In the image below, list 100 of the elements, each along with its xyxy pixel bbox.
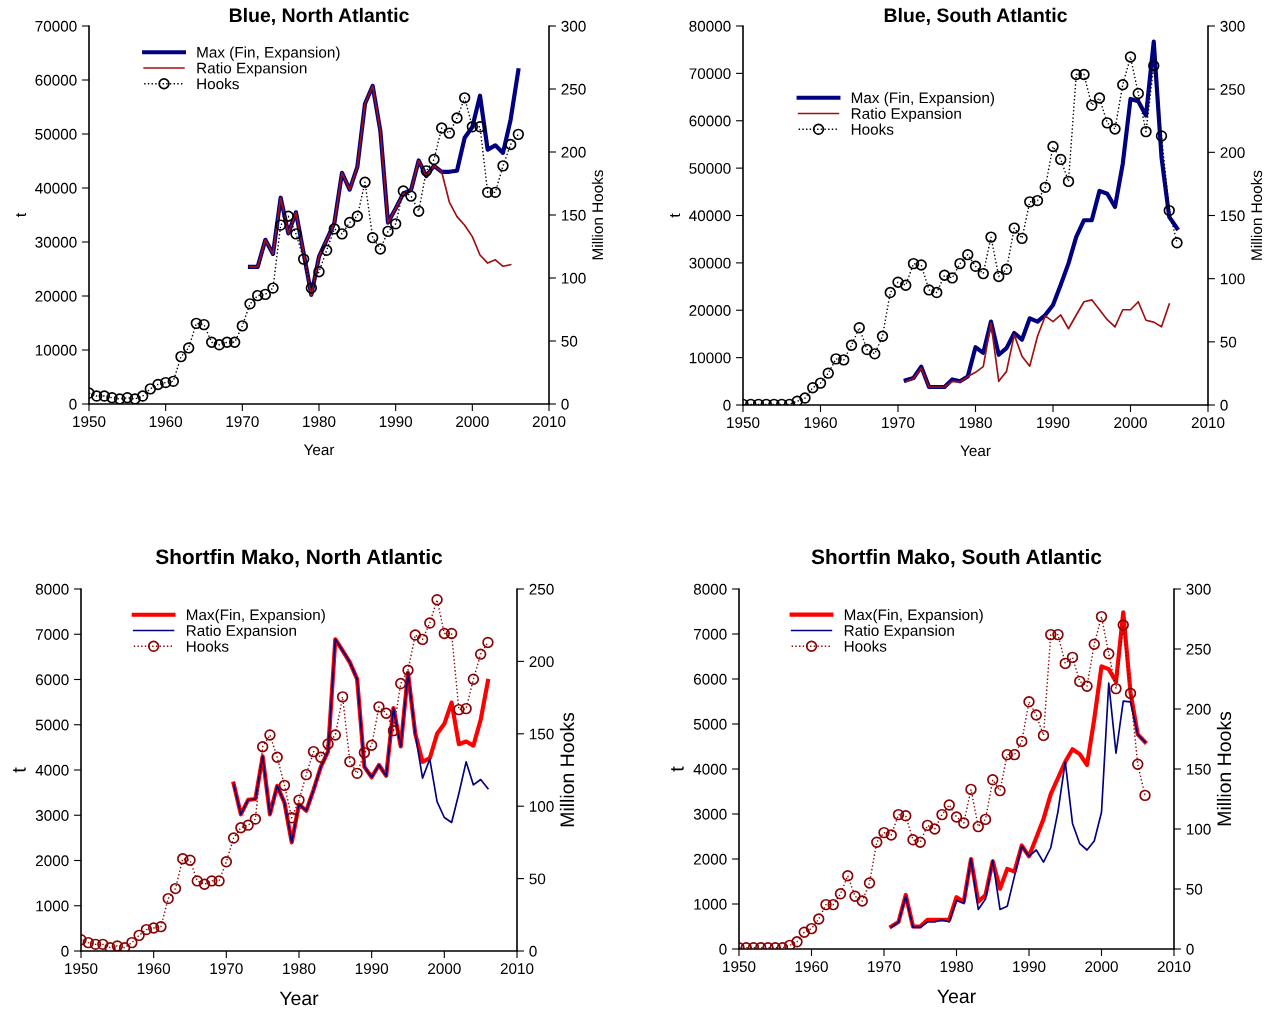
legend-label: Max(Fin, Expansion) — [186, 609, 325, 624]
legend-label: Max(Fin, Expansion) — [844, 608, 983, 624]
y2-tick-label: 0 — [529, 945, 537, 957]
x-axis-title: Year — [279, 991, 319, 1006]
x-tick-label: 1950 — [73, 416, 106, 428]
x-tick-label: 1990 — [355, 963, 389, 975]
legend-label: Hooks — [844, 640, 887, 652]
y2-tick-label: 0 — [561, 398, 569, 410]
x-tick-label: 1950 — [727, 417, 760, 429]
y-tick-label: 0 — [719, 943, 727, 955]
y2-tick-label: 100 — [1220, 273, 1245, 285]
y-tick-label: 7000 — [35, 629, 69, 640]
y-axis-title: t — [16, 212, 27, 217]
y2-axis-title: Million Hooks — [591, 170, 604, 260]
y-tick-label: 60000 — [35, 74, 77, 86]
y-tick-label: 3000 — [35, 810, 69, 821]
y2-tick-label: 250 — [561, 83, 586, 95]
y-tick-label: 20000 — [35, 290, 77, 302]
x-axis-title: Year — [303, 444, 335, 456]
y-axis-title: t — [671, 766, 684, 772]
y-tick-label: 10000 — [35, 344, 77, 356]
chart-title: Shortfin Mako, South Atlantic — [811, 548, 1102, 568]
y-tick-label: 0 — [69, 398, 77, 410]
x-tick-label: 1960 — [137, 963, 171, 975]
y2-axis-title: Million Hooks — [1216, 711, 1232, 826]
y-tick-label: 20000 — [689, 305, 731, 316]
y-tick-label: 50000 — [35, 128, 77, 140]
y-tick-label: 30000 — [689, 257, 731, 269]
y2-tick-label: 0 — [1220, 399, 1228, 411]
x-tick-label: 1960 — [804, 417, 837, 429]
x-tick-label: 2010 — [1191, 417, 1225, 429]
y2-tick-label: 50 — [1220, 336, 1237, 348]
legend-label: Ratio Expansion — [186, 624, 296, 640]
y-tick-label: 0 — [61, 945, 69, 957]
x-tick-label: 1960 — [795, 961, 828, 973]
y-tick-label: 3000 — [693, 808, 727, 820]
y-tick-label: 10000 — [689, 352, 731, 364]
legend-label: Max (Fin, Expansion) — [197, 46, 340, 61]
y-tick-label: 2000 — [693, 853, 727, 865]
y2-tick-label: 150 — [561, 209, 586, 221]
x-tick-label: 1990 — [1013, 961, 1046, 973]
legend-label: Hooks — [197, 78, 239, 90]
y-axis-title: t — [670, 213, 681, 218]
y-tick-label: 40000 — [689, 210, 731, 222]
y2-tick-label: 300 — [1220, 20, 1245, 32]
y2-axis-title: Million Hooks — [559, 712, 575, 827]
y2-axis-title: Million Hooks — [1250, 170, 1263, 260]
y-tick-label: 5000 — [35, 719, 69, 731]
legend-label: Hooks — [186, 640, 229, 652]
y-tick-label: 6000 — [35, 674, 69, 686]
x-tick-label: 1970 — [868, 961, 901, 973]
x-tick-label: 1950 — [65, 963, 98, 975]
y2-tick-label: 50 — [1186, 883, 1203, 895]
x-tick-label: 1970 — [226, 416, 259, 428]
y2-tick-label: 150 — [529, 728, 554, 740]
y2-tick-label: 200 — [561, 146, 586, 158]
x-tick-label: 2010 — [500, 963, 534, 975]
y-tick-label: 0 — [723, 399, 731, 411]
y-tick-label: 5000 — [693, 718, 727, 730]
x-tick-label: 2010 — [1157, 961, 1191, 973]
y-tick-label: 6000 — [693, 673, 727, 685]
x-tick-label: 1980 — [283, 963, 316, 975]
y2-tick-label: 300 — [561, 20, 586, 32]
y2-tick-label: 300 — [1186, 583, 1211, 595]
y-tick-label: 70000 — [35, 20, 77, 32]
x-tick-label: 1960 — [149, 416, 183, 428]
y2-tick-label: 0 — [1186, 943, 1194, 955]
y-tick-label: 1000 — [694, 898, 727, 910]
legend-label: Ratio Expansion — [844, 624, 954, 639]
x-tick-label: 2000 — [1085, 961, 1118, 973]
y-tick-label: 80000 — [689, 20, 731, 32]
y2-tick-label: 50 — [561, 335, 578, 347]
x-tick-label: 2000 — [1114, 417, 1147, 429]
x-axis-title: Year — [937, 989, 976, 1004]
y2-tick-label: 100 — [561, 272, 586, 284]
y-tick-label: 7000 — [693, 628, 727, 640]
chart-title: Shortfin Mako, North Atlantic — [155, 548, 443, 568]
x-tick-label: 1990 — [1037, 417, 1070, 429]
y2-tick-label: 200 — [1220, 147, 1245, 159]
legend-label: Max (Fin, Expansion) — [851, 92, 994, 107]
legend-label: Ratio Expansion — [851, 107, 961, 123]
y-tick-label: 60000 — [689, 115, 731, 127]
y2-tick-label: 250 — [1220, 84, 1245, 95]
x-tick-label: 2000 — [428, 963, 461, 975]
y-tick-label: 8000 — [693, 583, 727, 595]
y2-tick-label: 200 — [529, 656, 554, 668]
y2-tick-label: 100 — [529, 801, 554, 812]
x-tick-label: 1990 — [379, 416, 413, 428]
y-tick-label: 70000 — [689, 68, 731, 80]
y-tick-label: 4000 — [35, 764, 69, 776]
y2-tick-label: 50 — [529, 873, 546, 885]
y-tick-label: 4000 — [693, 763, 727, 775]
x-tick-label: 1980 — [303, 416, 336, 428]
x-tick-label: 2000 — [456, 416, 489, 428]
y-tick-label: 50000 — [689, 162, 731, 174]
x-tick-label: 1980 — [940, 961, 973, 973]
chart-title: Blue, South Atlantic — [884, 7, 1067, 25]
x-tick-label: 1980 — [959, 417, 992, 429]
y-tick-label: 2000 — [35, 855, 69, 867]
y-axis-title: t — [13, 767, 26, 773]
